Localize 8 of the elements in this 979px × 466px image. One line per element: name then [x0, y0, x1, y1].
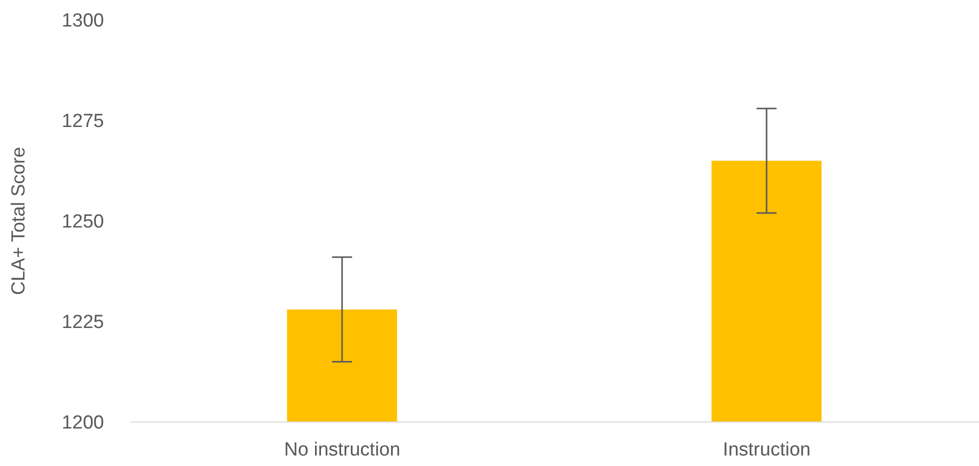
y-tick-label: 1200	[62, 412, 104, 434]
y-tick-label: 1225	[62, 312, 104, 334]
x-tick-label: No instruction	[284, 439, 400, 460]
x-tick-label: Instruction	[722, 439, 811, 460]
y-tick-label: 1275	[62, 111, 104, 132]
y-axis-title: CLA+ Total Score	[8, 146, 30, 296]
y-tick-label: 1250	[62, 212, 104, 233]
y-tick-label: 1300	[62, 10, 104, 32]
